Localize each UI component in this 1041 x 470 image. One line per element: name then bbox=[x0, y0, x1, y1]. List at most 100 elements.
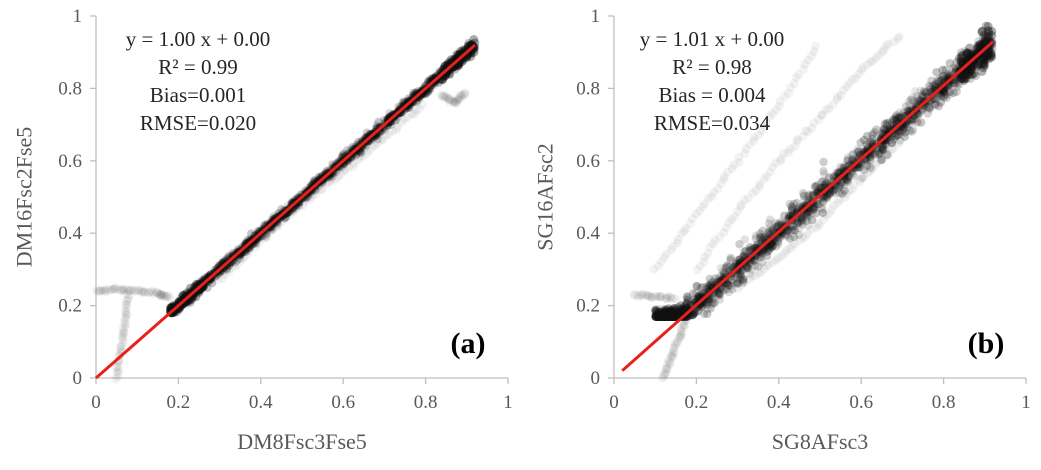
scatter-point bbox=[122, 310, 132, 320]
scatter-point bbox=[862, 60, 872, 70]
scatter-point bbox=[751, 234, 761, 243]
scatter-point bbox=[669, 309, 679, 318]
scatter-point bbox=[797, 220, 807, 229]
scatter-point bbox=[878, 144, 887, 154]
scatter-point bbox=[653, 261, 663, 271]
scatter-point bbox=[874, 147, 883, 157]
scatter-point bbox=[858, 173, 867, 183]
scatter-point bbox=[669, 311, 678, 321]
scatter-point bbox=[956, 52, 966, 62]
scatter-point bbox=[743, 263, 753, 273]
scatter-point bbox=[636, 289, 646, 299]
scatter-point bbox=[750, 261, 760, 271]
scatter-point bbox=[797, 217, 807, 226]
scatter-point bbox=[450, 98, 460, 108]
scatter-point bbox=[663, 357, 673, 367]
scatter-point bbox=[926, 84, 935, 93]
scatter-point bbox=[927, 76, 936, 85]
scatter-point bbox=[937, 89, 947, 98]
scatter-point bbox=[152, 288, 162, 298]
scatter-point bbox=[649, 264, 659, 274]
scatter-point bbox=[832, 92, 842, 102]
x-axis-label: DM8Fsc3Fse5 bbox=[237, 429, 367, 454]
scatter-point bbox=[690, 295, 700, 304]
scatter-point bbox=[749, 136, 759, 146]
scatter-point bbox=[659, 252, 669, 262]
scatter-point bbox=[834, 181, 844, 191]
scatter-point bbox=[773, 219, 783, 229]
scatter-point bbox=[659, 371, 669, 381]
scatter-point bbox=[866, 151, 876, 161]
scatter-point bbox=[724, 218, 734, 228]
scatter-point bbox=[803, 127, 813, 137]
scatter-point bbox=[456, 90, 466, 100]
scatter-point bbox=[230, 261, 240, 271]
scatter-point bbox=[854, 69, 864, 79]
scatter-point bbox=[125, 285, 135, 295]
scatter-point bbox=[661, 364, 671, 374]
scatter-point bbox=[785, 144, 795, 154]
scatter-point bbox=[771, 255, 781, 265]
scatter-point bbox=[678, 320, 688, 330]
scatter-point bbox=[958, 73, 968, 83]
scatter-point bbox=[660, 311, 669, 320]
scatter-point bbox=[670, 309, 680, 319]
scatter-point bbox=[719, 228, 729, 238]
scatter-point bbox=[829, 185, 838, 195]
scatter-point bbox=[952, 87, 961, 96]
scatter-point bbox=[232, 260, 242, 270]
scatter-point bbox=[799, 64, 809, 74]
scatter-point bbox=[119, 286, 129, 296]
scatter-point bbox=[913, 94, 923, 103]
scatter-point bbox=[790, 239, 800, 249]
scatter-point bbox=[112, 361, 122, 371]
scatter-point bbox=[945, 87, 954, 97]
scatter-point bbox=[666, 358, 676, 368]
scatter-point bbox=[715, 290, 725, 299]
scatter-point bbox=[926, 102, 935, 111]
scatter-point bbox=[454, 93, 464, 103]
scatter-point bbox=[667, 305, 676, 315]
scatter-point bbox=[130, 286, 140, 296]
scatter-point bbox=[182, 300, 191, 309]
scatter-point bbox=[250, 242, 260, 252]
scatter-point bbox=[764, 228, 773, 238]
scatter-point bbox=[721, 223, 731, 233]
scatter-point bbox=[665, 307, 674, 317]
scatter-point bbox=[155, 289, 165, 299]
scatter-point bbox=[811, 41, 821, 51]
scatter-point bbox=[140, 287, 150, 297]
scatter-point bbox=[122, 299, 132, 309]
x-tick-label: 0 bbox=[609, 392, 619, 413]
scatter-point bbox=[787, 207, 797, 216]
scatter-point bbox=[843, 155, 853, 165]
scatter-point bbox=[679, 320, 689, 330]
scatter-point bbox=[678, 303, 688, 312]
scatter-point bbox=[384, 129, 394, 139]
scatter-point bbox=[321, 179, 331, 189]
scatter-point bbox=[904, 97, 914, 106]
scatter-point bbox=[219, 270, 229, 280]
scatter-point bbox=[306, 192, 316, 202]
scatter-point bbox=[708, 298, 718, 307]
scatter-point bbox=[679, 322, 689, 332]
scatter-point bbox=[647, 292, 657, 302]
scatter-point bbox=[445, 97, 455, 107]
scatter-point bbox=[949, 88, 958, 97]
y-tick-label: 0.8 bbox=[576, 78, 600, 99]
scatter-point bbox=[738, 277, 748, 287]
scatter-point bbox=[688, 310, 698, 320]
scatter-point bbox=[119, 328, 129, 338]
scatter-point bbox=[775, 96, 785, 106]
scatter-point bbox=[638, 289, 648, 299]
scatter-point bbox=[466, 52, 476, 62]
scatter-point bbox=[773, 253, 783, 263]
scatter-point bbox=[445, 94, 455, 104]
scatter-point bbox=[905, 100, 914, 110]
scatter-point bbox=[969, 61, 978, 71]
scatter-point bbox=[789, 225, 799, 235]
scatter-point bbox=[922, 88, 931, 97]
scatter-point bbox=[664, 355, 674, 365]
scatter-point bbox=[816, 110, 826, 120]
scatter-point bbox=[655, 292, 665, 302]
